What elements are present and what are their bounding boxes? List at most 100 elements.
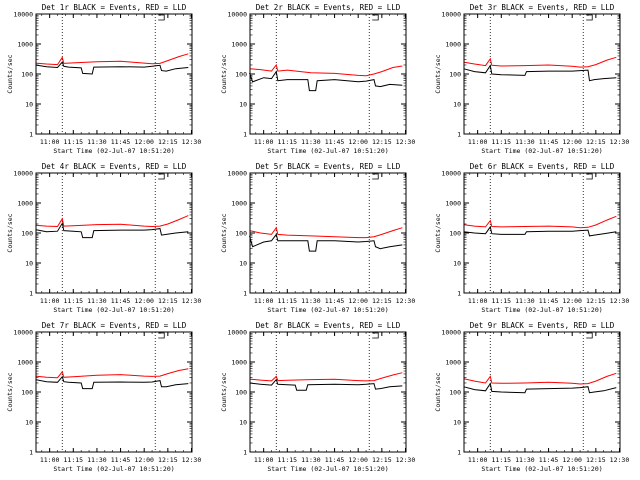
y-tick-label: 10000 — [227, 170, 247, 178]
x-tick-label: 11:00 — [40, 297, 60, 305]
x-tick-label: 12:00 — [348, 138, 368, 146]
x-axis-label: Start Time (02-Jul-07 10:51:20) — [481, 306, 602, 314]
y-tick-label: 100 — [449, 230, 461, 238]
y-axis-label: Counts/sec — [434, 54, 442, 93]
x-tick-label: 11:00 — [468, 456, 488, 464]
y-tick-label: 1000 — [17, 359, 33, 367]
panel-det-5: Det 5r BLACK = Events, RED = LLD 1 10 100 10… — [220, 162, 415, 314]
panel-title: Det 6r BLACK = Events, RED = LLD — [470, 162, 615, 171]
plot-frame — [463, 13, 621, 135]
series-events — [463, 225, 617, 237]
x-axis-label: Start Time (02-Jul-07 10:51:20) — [267, 465, 388, 473]
y-tick-label: 10000 — [441, 170, 461, 178]
x-tick-label: 12:15 — [372, 297, 392, 305]
x-axis-label: Start Time (02-Jul-07 10:51:20) — [481, 465, 602, 473]
flag-mark — [158, 332, 165, 339]
x-tick-label: 11:15 — [278, 297, 298, 305]
x-tick-label: 11:15 — [64, 138, 84, 146]
x-tick-label: 12:00 — [134, 456, 154, 464]
x-tick-label: 11:45 — [539, 456, 559, 464]
y-tick-label: 1000 — [17, 200, 33, 208]
x-tick-label: 12:15 — [372, 138, 392, 146]
x-tick-label: 11:30 — [515, 456, 535, 464]
x-tick-label: 12:00 — [562, 297, 582, 305]
x-tick-label: 11:30 — [87, 138, 107, 146]
series-events — [249, 70, 403, 92]
x-tick-label: 11:30 — [301, 456, 321, 464]
plot-frame — [249, 331, 407, 453]
y-axis-label: Counts/sec — [220, 372, 228, 411]
y-tick-label: 1 — [29, 131, 33, 139]
series-lld — [249, 226, 403, 239]
x-tick-label: 11:15 — [492, 138, 512, 146]
series-lld — [463, 372, 617, 385]
x-tick-label: 12:30 — [610, 297, 630, 305]
flag-mark — [372, 332, 379, 339]
x-tick-label: 11:45 — [111, 297, 131, 305]
y-tick-label: 10 — [453, 260, 461, 268]
x-tick-label: 12:30 — [396, 297, 416, 305]
series-events — [463, 64, 617, 82]
y-tick-label: 1 — [29, 449, 33, 457]
x-axis-label: Start Time (02-Jul-07 10:51:20) — [267, 147, 388, 155]
y-tick-label: 10 — [239, 260, 247, 268]
y-tick-label: 10 — [453, 419, 461, 427]
flag-mark — [372, 14, 379, 21]
flag-mark — [372, 173, 379, 180]
x-tick-label: 11:00 — [254, 297, 274, 305]
y-tick-label: 1 — [457, 290, 461, 298]
series-events — [35, 375, 189, 390]
panel-title: Det 7r BLACK = Events, RED = LLD — [42, 321, 187, 330]
x-axis-label: Start Time (02-Jul-07 10:51:20) — [481, 147, 602, 155]
x-axis-label: Start Time (02-Jul-07 10:51:20) — [267, 306, 388, 314]
y-tick-label: 1000 — [445, 41, 461, 49]
flag-mark — [586, 14, 593, 21]
y-tick-label: 1000 — [231, 359, 247, 367]
flag-mark — [158, 173, 165, 180]
panel-title: Det 3r BLACK = Events, RED = LLD — [470, 3, 615, 12]
x-tick-label: 11:00 — [40, 456, 60, 464]
series-lld — [249, 63, 403, 77]
x-axis-label: Start Time (02-Jul-07 10:51:20) — [53, 306, 174, 314]
x-axis-label: Start Time (02-Jul-07 10:51:20) — [53, 147, 174, 155]
x-tick-label: 12:30 — [182, 456, 202, 464]
x-tick-label: 11:45 — [325, 456, 345, 464]
series-lld — [35, 368, 189, 379]
y-tick-label: 10000 — [13, 11, 33, 19]
y-tick-label: 10000 — [227, 329, 247, 337]
x-tick-label: 11:45 — [325, 138, 345, 146]
x-tick-label: 12:15 — [586, 138, 606, 146]
y-tick-label: 1 — [457, 131, 461, 139]
x-tick-label: 11:30 — [515, 297, 535, 305]
x-tick-label: 11:30 — [87, 297, 107, 305]
panel-det-7: Det 7r BLACK = Events, RED = LLD 1 10 100 10… — [6, 321, 201, 473]
y-tick-label: 1 — [243, 131, 247, 139]
plot-frame — [249, 172, 407, 294]
x-tick-label: 12:00 — [348, 297, 368, 305]
x-tick-label: 11:15 — [492, 456, 512, 464]
series-lld — [463, 56, 617, 68]
x-tick-label: 11:45 — [111, 456, 131, 464]
y-tick-label: 1000 — [17, 41, 33, 49]
x-tick-label: 11:30 — [515, 138, 535, 146]
y-tick-label: 100 — [235, 71, 247, 79]
x-tick-label: 11:15 — [278, 456, 298, 464]
x-tick-label: 12:15 — [158, 456, 178, 464]
y-tick-label: 10 — [25, 101, 33, 109]
x-tick-label: 11:15 — [492, 297, 512, 305]
y-tick-label: 1000 — [445, 359, 461, 367]
y-tick-label: 10 — [239, 419, 247, 427]
y-tick-label: 10 — [25, 260, 33, 268]
x-tick-label: 11:15 — [64, 456, 84, 464]
y-tick-label: 1 — [29, 290, 33, 298]
plot-frame — [249, 13, 407, 135]
panel-title: Det 8r BLACK = Events, RED = LLD — [256, 321, 401, 330]
x-tick-label: 11:15 — [64, 297, 84, 305]
panel-det-2: Det 2r BLACK = Events, RED = LLD 1 10 100 10… — [220, 3, 415, 155]
y-tick-label: 100 — [21, 389, 33, 397]
plot-frame — [35, 172, 193, 294]
x-tick-label: 11:00 — [254, 456, 274, 464]
y-tick-label: 1000 — [231, 200, 247, 208]
x-tick-label: 12:30 — [610, 138, 630, 146]
x-tick-label: 11:45 — [539, 297, 559, 305]
